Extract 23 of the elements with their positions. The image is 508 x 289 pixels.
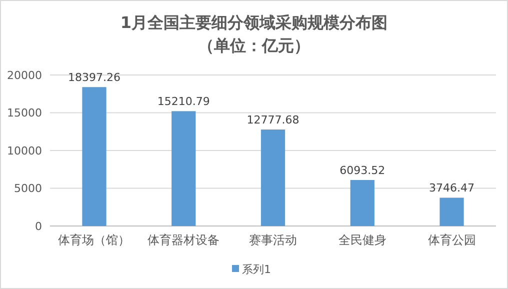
data-label: 3746.47 [429, 182, 475, 195]
legend-label: 系列1 [242, 262, 271, 276]
x-tick-label: 全民健身 [338, 233, 386, 247]
y-tick-label: 0 [35, 220, 42, 233]
bar [82, 87, 106, 226]
x-tick-label: 体育场（馆） [58, 233, 130, 247]
y-tick-label: 20000 [7, 68, 42, 82]
bar [172, 111, 196, 226]
x-tick-label: 体育公园 [428, 233, 476, 247]
data-label: 18397.26 [68, 71, 120, 84]
x-tick-label: 赛事活动 [249, 233, 297, 247]
chart-subtitle: （单位：亿元） [198, 36, 310, 55]
bar [350, 180, 374, 226]
data-label: 15210.79 [157, 95, 210, 108]
chart-title: 1月全国主要细分领域采购规模分布图 [120, 13, 388, 32]
x-tick-label: 体育器材设备 [148, 233, 220, 247]
bar [440, 198, 464, 226]
data-label: 6093.52 [340, 164, 386, 177]
bar [260, 130, 286, 226]
y-tick-label: 15000 [7, 106, 42, 120]
data-label: 12777.68 [246, 114, 300, 127]
y-tick-label: 10000 [7, 144, 42, 158]
y-tick-label: 5000 [14, 182, 42, 196]
